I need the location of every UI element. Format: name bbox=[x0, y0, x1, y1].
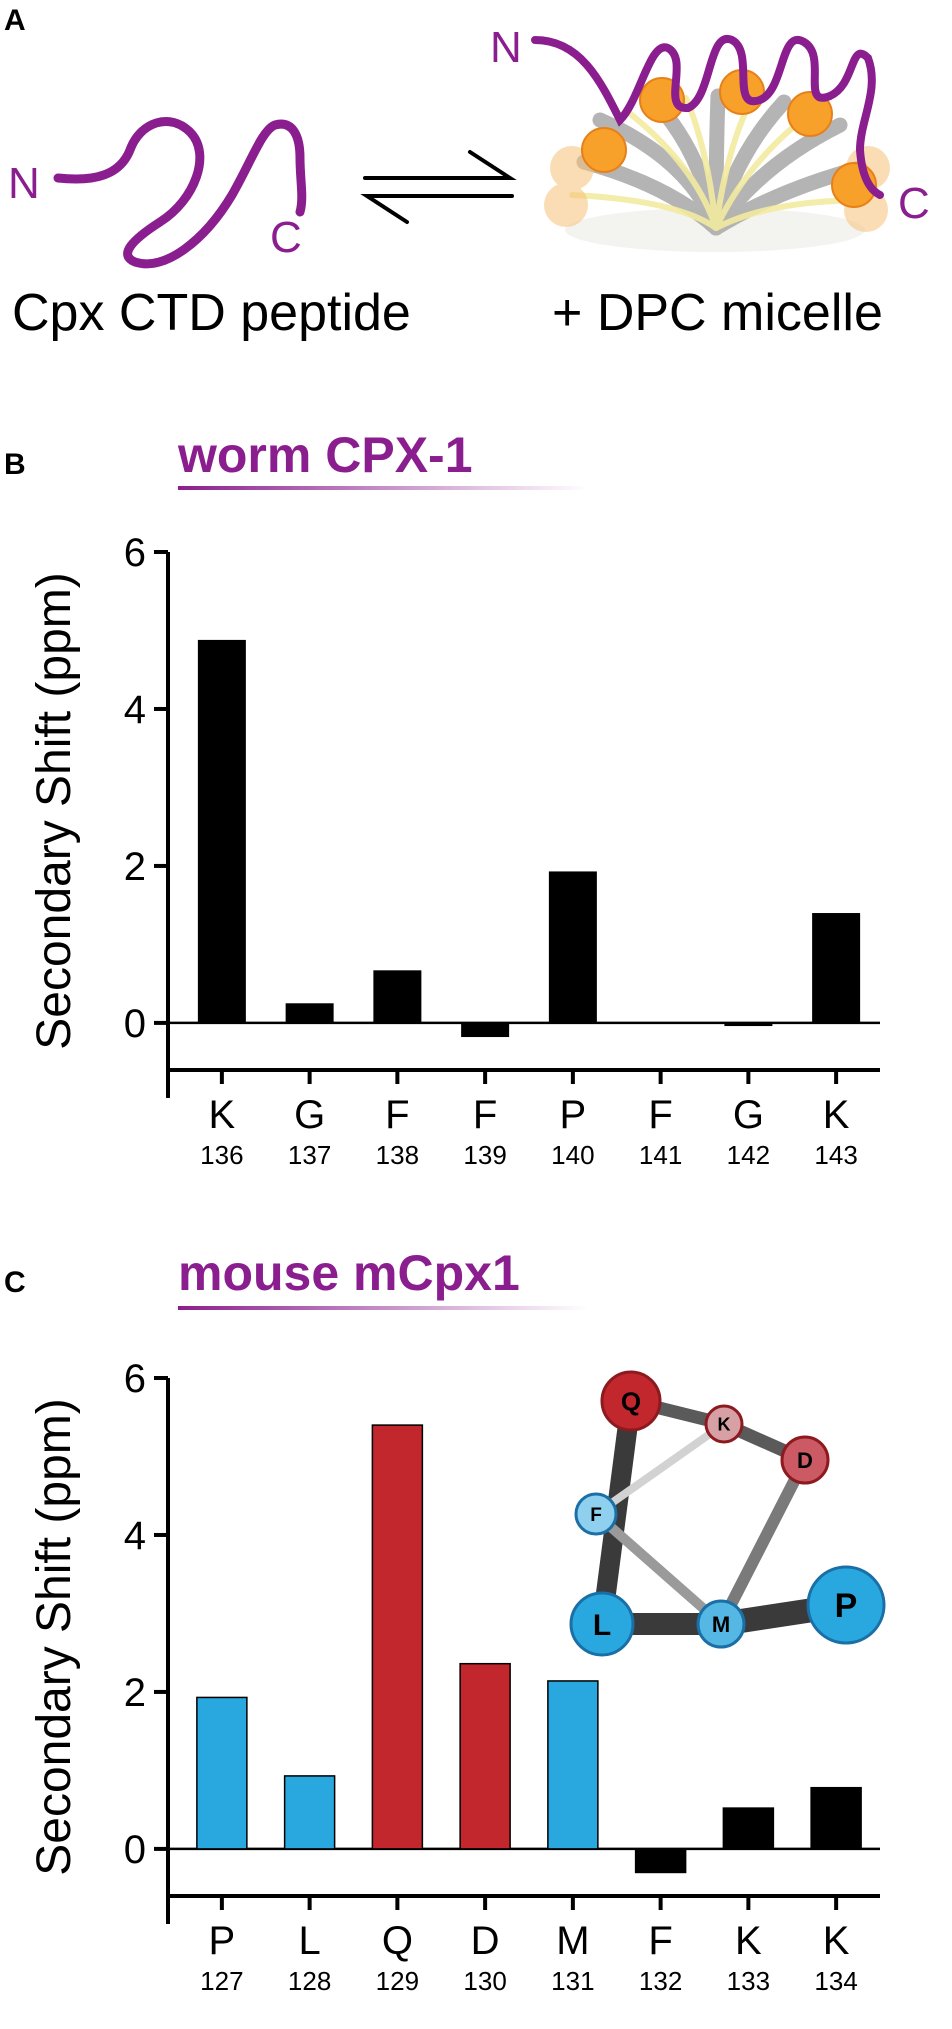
mouse-bar-l128 bbox=[283, 1775, 336, 1850]
mouse-y-tick-label: 0 bbox=[124, 1828, 146, 1872]
wheel-edge-f-k bbox=[592, 1420, 728, 1518]
wheel-node-label: M bbox=[712, 1612, 730, 1637]
mouse-title-underline bbox=[178, 1306, 588, 1310]
worm-bar-p140 bbox=[548, 871, 597, 1023]
wheel-node-p bbox=[806, 1565, 886, 1645]
mouse-chart-title: mouse mCpx1 bbox=[178, 1245, 520, 1301]
wheel-node-label: P bbox=[835, 1587, 858, 1625]
worm-x-tick-label: G bbox=[294, 1093, 325, 1137]
wheel-node-label: D bbox=[797, 1448, 813, 1473]
wheel-node-q bbox=[600, 1370, 662, 1432]
panel-b-letter: B bbox=[4, 448, 26, 481]
worm-residue-number: 136 bbox=[200, 1140, 243, 1170]
mouse-x-tick-label: Q bbox=[382, 1919, 413, 1963]
free-peptide-chain bbox=[53, 117, 307, 269]
mouse-x-tick-label: L bbox=[299, 1919, 321, 1963]
free-peptide-c-terminus: C bbox=[270, 213, 302, 262]
mouse-y-tick-label: 2 bbox=[124, 1671, 146, 1715]
mouse-residue-number: 134 bbox=[814, 1966, 857, 1996]
wheel-node-d bbox=[780, 1435, 830, 1485]
mouse-bar-d130 bbox=[459, 1662, 511, 1850]
mouse-x-tick-label: M bbox=[556, 1919, 589, 1963]
worm-residue-number: 139 bbox=[463, 1140, 506, 1170]
worm-residue-number: 143 bbox=[814, 1140, 857, 1170]
wheel-node-label: F bbox=[590, 1505, 602, 1526]
mouse-residue-number: 127 bbox=[200, 1966, 243, 1996]
worm-x-tick-label: P bbox=[560, 1093, 587, 1137]
mouse-y-axis-label: Secondary Shift (ppm) bbox=[28, 1398, 81, 1876]
worm-bar-k143 bbox=[812, 913, 861, 1023]
wheel-node-label: Q bbox=[621, 1386, 641, 1416]
worm-x-tick-label: F bbox=[473, 1093, 497, 1137]
worm-y-axis-label: Secondary Shift (ppm) bbox=[28, 572, 81, 1050]
equilibrium-arrows-icon bbox=[360, 150, 517, 224]
worm-bar-g137 bbox=[285, 1003, 334, 1023]
mouse-bar-k133 bbox=[722, 1807, 775, 1850]
mouse-bar-f132 bbox=[634, 1848, 687, 1874]
panel-a-letter: A bbox=[4, 4, 26, 37]
mouse-residue-number: 129 bbox=[376, 1966, 419, 1996]
worm-bar-g142 bbox=[724, 1022, 773, 1027]
worm-title-underline bbox=[178, 486, 588, 490]
worm-bar-f141 bbox=[636, 1022, 685, 1024]
helical-wheel-inset: Q K D F L M P bbox=[569, 1370, 886, 1657]
wheel-node-f bbox=[574, 1492, 618, 1536]
worm-residue-number: 137 bbox=[288, 1140, 331, 1170]
wheel-node-label: L bbox=[593, 1609, 611, 1642]
worm-x-tick-label: K bbox=[823, 1093, 850, 1137]
micelle-peptide-n-terminus: N bbox=[490, 23, 522, 72]
mouse-bar-m131 bbox=[547, 1680, 599, 1850]
mouse-x-tick-label: F bbox=[648, 1919, 672, 1963]
micelle-caption: + DPC micelle bbox=[552, 284, 883, 342]
mouse-residue-number: 128 bbox=[288, 1966, 331, 1996]
panel-c-letter: C bbox=[4, 1266, 26, 1299]
mouse-x-tick-label: P bbox=[209, 1919, 236, 1963]
mouse-residue-number: 131 bbox=[551, 1966, 594, 1996]
wheel-node-l bbox=[569, 1591, 635, 1657]
mouse-x-tick-label: K bbox=[735, 1919, 762, 1963]
worm-residue-number: 142 bbox=[727, 1140, 770, 1170]
wheel-edge-f-m bbox=[591, 1509, 726, 1629]
wheel-node-m bbox=[696, 1599, 746, 1649]
worm-x-tick-label: K bbox=[209, 1093, 236, 1137]
worm-x-tick-label: F bbox=[648, 1093, 672, 1137]
mouse-bar-q129 bbox=[371, 1424, 424, 1850]
worm-residue-number: 140 bbox=[551, 1140, 594, 1170]
mouse-bar-k134 bbox=[810, 1786, 862, 1850]
worm-bar-f138 bbox=[373, 970, 422, 1023]
wheel-node-k bbox=[704, 1404, 744, 1444]
worm-y-tick-label: 0 bbox=[124, 1002, 146, 1046]
worm-bar-k136 bbox=[197, 639, 246, 1023]
worm-x-tick-label: G bbox=[733, 1093, 764, 1137]
mouse-residue-number: 132 bbox=[639, 1966, 682, 1996]
wheel-edge-d-m bbox=[715, 1454, 811, 1630]
mouse-x-tick-label: D bbox=[471, 1919, 500, 1963]
dpc-micelle-icon bbox=[531, 35, 890, 252]
micelle-peptide-c-terminus: C bbox=[898, 179, 930, 228]
worm-x-tick-label: F bbox=[385, 1093, 409, 1137]
worm-residue-number: 141 bbox=[639, 1140, 682, 1170]
mouse-residue-number: 133 bbox=[727, 1966, 770, 1996]
worm-y-tick-label: 2 bbox=[124, 845, 146, 889]
mouse-bar-p127 bbox=[196, 1696, 248, 1850]
free-peptide-caption: Cpx CTD peptide bbox=[12, 284, 411, 342]
mouse-residue-number: 130 bbox=[463, 1966, 506, 1996]
mouse-y-tick-label: 4 bbox=[124, 1514, 146, 1558]
mouse-x-tick-label: K bbox=[823, 1919, 850, 1963]
free-peptide-n-terminus: N bbox=[8, 159, 40, 208]
worm-chart-title: worm CPX-1 bbox=[177, 427, 473, 483]
worm-y-tick-label: 6 bbox=[124, 531, 146, 575]
worm-y-tick-label: 4 bbox=[124, 688, 146, 732]
worm-bar-f139 bbox=[461, 1022, 510, 1038]
wheel-node-label: K bbox=[718, 1414, 731, 1434]
worm-residue-number: 138 bbox=[376, 1140, 419, 1170]
mouse-y-tick-label: 6 bbox=[124, 1357, 146, 1401]
